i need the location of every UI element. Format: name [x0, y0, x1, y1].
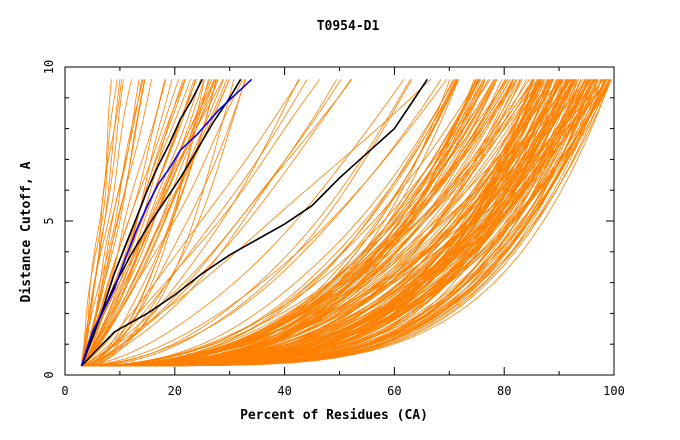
background-curve	[81, 79, 246, 367]
background-curve	[81, 79, 411, 367]
background-curve	[81, 79, 205, 367]
y-tick-label: 5	[42, 217, 56, 224]
y-tick-label: 0	[42, 371, 56, 378]
series-layer	[80, 78, 612, 367]
background-curve	[81, 79, 308, 367]
background-curve	[81, 79, 124, 366]
background-curve	[81, 79, 224, 367]
background-curve	[81, 79, 320, 367]
tick-layer: 0 20 40 60 80 100 0 5 10	[42, 60, 625, 398]
x-tick-label: 20	[168, 384, 182, 398]
y-axis-label: Distance Cutoff, A	[19, 161, 34, 302]
background-curve	[81, 79, 342, 367]
background-curve	[81, 79, 132, 366]
y-tick-label: 10	[42, 60, 56, 74]
background-curve	[81, 79, 511, 367]
background-curve	[81, 79, 197, 367]
background-curve	[81, 79, 545, 367]
background-curve	[81, 79, 456, 367]
background-curve	[81, 79, 143, 366]
background-curve	[81, 79, 413, 367]
background-curve	[81, 79, 353, 367]
background-curve	[81, 79, 405, 367]
x-tick-label: 100	[603, 384, 625, 398]
x-tick-label: 60	[387, 384, 401, 398]
background-curve	[81, 79, 448, 367]
background-curve	[81, 79, 230, 367]
background-curve	[81, 79, 301, 367]
blue-series-line	[80, 78, 253, 367]
background-curve	[81, 79, 544, 367]
chart-title: T0954-D1	[317, 19, 380, 34]
background-curve	[81, 79, 211, 367]
background-curve	[81, 79, 144, 366]
black-series-line	[80, 78, 428, 367]
background-curve	[81, 79, 201, 367]
x-tick-label: 0	[61, 384, 68, 398]
background-curve	[81, 79, 459, 367]
background-curve	[81, 79, 582, 367]
x-axis-label: Percent of Residues (CA)	[240, 408, 428, 423]
background-curve	[81, 79, 235, 367]
background-curve	[81, 79, 244, 367]
x-tick-label: 80	[497, 384, 511, 398]
background-curve	[81, 79, 213, 367]
background-curve	[81, 79, 140, 366]
background-curve	[81, 79, 173, 367]
background-curve	[81, 79, 118, 366]
background-curve	[81, 79, 218, 367]
x-tick-label: 40	[277, 384, 291, 398]
